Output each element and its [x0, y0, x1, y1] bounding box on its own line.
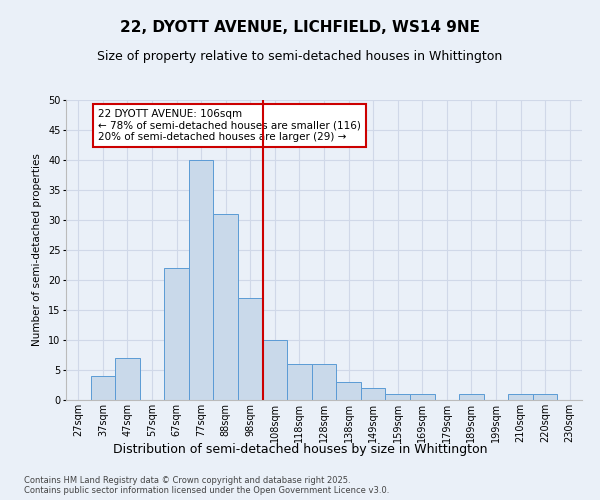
Bar	[410, 394, 434, 400]
Text: 22, DYOTT AVENUE, LICHFIELD, WS14 9NE: 22, DYOTT AVENUE, LICHFIELD, WS14 9NE	[120, 20, 480, 35]
Text: Contains HM Land Registry data © Crown copyright and database right 2025.
Contai: Contains HM Land Registry data © Crown c…	[24, 476, 389, 495]
Bar	[459, 394, 484, 400]
Bar	[263, 340, 287, 400]
Bar	[385, 394, 410, 400]
Bar	[91, 376, 115, 400]
Bar	[214, 214, 238, 400]
Text: Size of property relative to semi-detached houses in Whittington: Size of property relative to semi-detach…	[97, 50, 503, 63]
Bar	[164, 268, 189, 400]
Bar	[336, 382, 361, 400]
Bar	[533, 394, 557, 400]
Bar	[508, 394, 533, 400]
Y-axis label: Number of semi-detached properties: Number of semi-detached properties	[32, 154, 43, 346]
Bar	[189, 160, 214, 400]
Text: Distribution of semi-detached houses by size in Whittington: Distribution of semi-detached houses by …	[113, 442, 487, 456]
Bar	[115, 358, 140, 400]
Bar	[312, 364, 336, 400]
Bar	[361, 388, 385, 400]
Bar	[238, 298, 263, 400]
Text: 22 DYOTT AVENUE: 106sqm
← 78% of semi-detached houses are smaller (116)
20% of s: 22 DYOTT AVENUE: 106sqm ← 78% of semi-de…	[98, 109, 361, 142]
Bar	[287, 364, 312, 400]
